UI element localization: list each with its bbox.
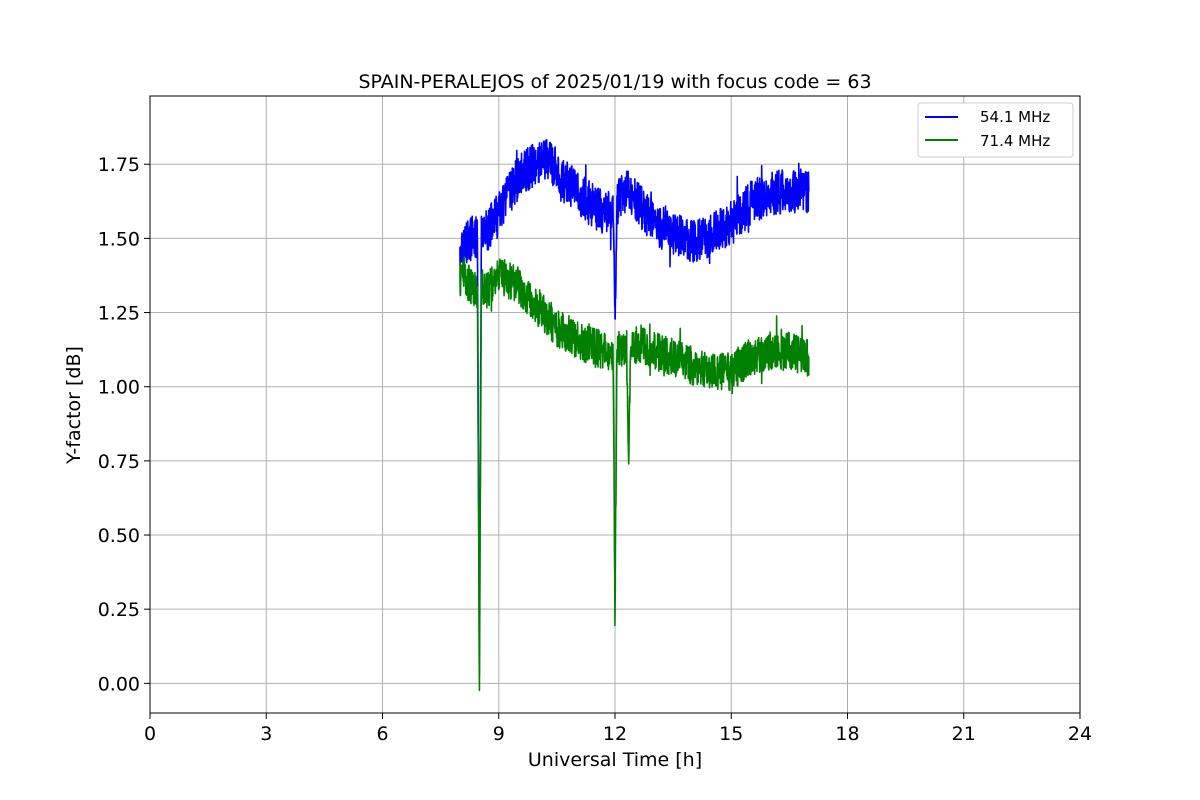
legend-label-71mhz: 71.4 MHz [980,132,1050,150]
series-group [459,138,810,692]
y-tick-label: 0.50 [98,525,140,547]
y-tick-label: 0.75 [98,451,140,473]
y-axis-label: Y-factor [dB] [63,346,85,465]
x-tick-label: 3 [260,723,272,745]
y-tick-label: 1.75 [98,154,140,176]
x-axis-label: Universal Time [h] [528,749,702,771]
x-tick-label: 15 [719,723,743,745]
series-line-54mhz [459,138,810,676]
y-tick-label: 1.00 [98,377,140,399]
x-tick-label: 12 [603,723,627,745]
chart-title: SPAIN-PERALEJOS of 2025/01/19 with focus… [358,71,871,93]
x-tick-label: 9 [493,723,505,745]
legend-label-54mhz: 54.1 MHz [980,108,1050,126]
series-line-71mhz [459,256,810,692]
y-axis: 0.00 0.25 0.50 0.75 1.00 1.25 1.50 1.75 [98,154,150,695]
y-tick-label: 1.25 [98,303,140,325]
legend: 54.1 MHz 71.4 MHz [917,102,1074,158]
x-axis: 0 3 6 9 12 15 18 21 24 [144,713,1092,745]
x-tick-label: 6 [376,723,388,745]
y-tick-label: 1.50 [98,228,140,250]
x-tick-label: 24 [1068,723,1092,745]
y-tick-label: 0.00 [98,673,140,695]
x-tick-label: 18 [835,723,859,745]
x-tick-label: 21 [952,723,976,745]
y-tick-label: 0.25 [98,599,140,621]
x-tick-label: 0 [144,723,156,745]
